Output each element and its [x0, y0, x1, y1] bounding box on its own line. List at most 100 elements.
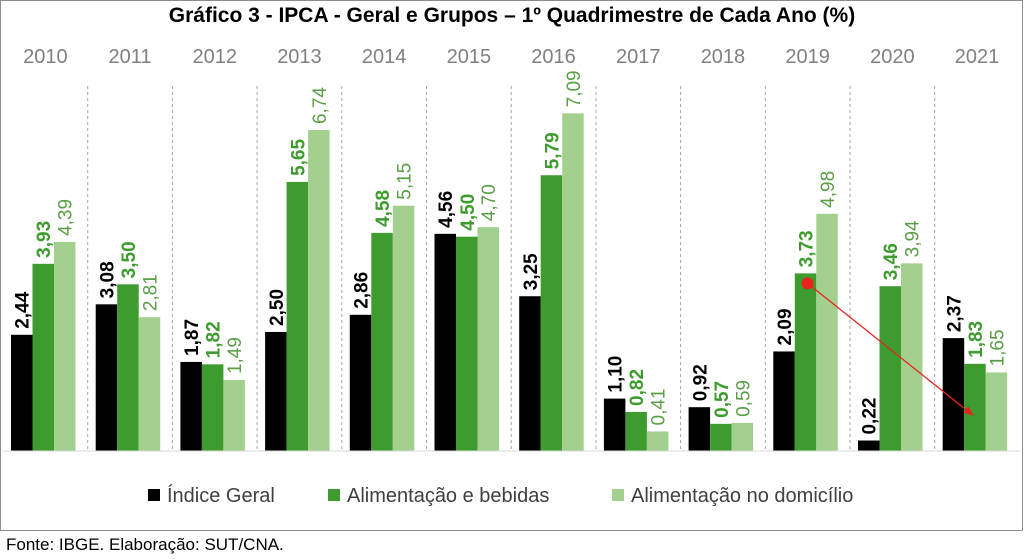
year-label-2015: 2015 — [447, 46, 492, 68]
data-label-2018-s2: 0,59 — [733, 380, 754, 417]
bar-2016-s2 — [562, 113, 584, 452]
year-label-2016: 2016 — [531, 46, 576, 68]
year-dividers — [87, 86, 936, 451]
bar-2017-s2 — [646, 431, 669, 451]
bar-2012-s1 — [201, 364, 224, 451]
bar-2010-s0 — [11, 334, 33, 451]
data-label-2018-s0: 0,92 — [690, 364, 711, 401]
bar-2021-s2 — [985, 372, 1008, 451]
bar-2019-s1 — [794, 273, 817, 451]
data-label-2014-s0: 2,86 — [352, 272, 373, 309]
bar-2016-s0 — [519, 296, 541, 451]
data-label-2015-s2: 4,70 — [479, 184, 500, 221]
data-label-2017-s1: 0,82 — [627, 369, 648, 406]
year-label-2014: 2014 — [362, 46, 407, 68]
bar-2011-s2 — [138, 317, 161, 451]
bar-2014-s2 — [392, 205, 415, 451]
data-label-2016-s2: 7,09 — [564, 70, 585, 107]
arrow-line — [807, 282, 974, 416]
year-labels: 2010 2011 2012 2013 2014 2015 2016 2017 2018 2019… — [23, 46, 999, 68]
bar-2020-s2 — [901, 263, 923, 451]
data-label-2012-s0: 1,87 — [182, 319, 203, 356]
data-label-2020-s1: 3,46 — [881, 243, 902, 280]
data-label-2015-s1: 4,50 — [458, 194, 479, 231]
trend-arrow-annotation — [801, 277, 974, 416]
chart-frame — [0, 0, 1023, 531]
data-label-2019-s0: 2,09 — [775, 308, 796, 345]
data-label-2017-s2: 0,41 — [649, 388, 670, 425]
data-label-2020-s2: 3,94 — [903, 220, 924, 257]
bar-2015-s0 — [434, 233, 456, 451]
bar-2017-s1 — [625, 411, 647, 451]
legend-swatch-2 — [612, 489, 624, 501]
data-label-2018-s1: 0,57 — [712, 381, 733, 418]
bar-2018-s0 — [688, 407, 711, 451]
data-label-2014-s2: 5,15 — [395, 163, 416, 200]
legend: Índice Geral Alimentação e bebidas Aliment… — [148, 484, 853, 507]
data-label-2010-s1: 3,93 — [34, 221, 55, 258]
bar-2011-s0 — [95, 304, 118, 451]
data-label-2014-s1: 4,58 — [373, 190, 394, 227]
data-label-2016-s1: 5,79 — [542, 132, 563, 169]
bar-2021-s1 — [964, 363, 986, 451]
data-label-2010-s0: 2,44 — [13, 291, 34, 328]
legend-label-2: Alimentação no domicílio — [631, 485, 853, 507]
data-label-2013-s0: 2,50 — [267, 289, 288, 326]
data-label-2019-s1: 3,73 — [797, 230, 818, 267]
bars — [11, 113, 1008, 452]
year-label-2018: 2018 — [701, 46, 746, 68]
data-label-2019-s2: 4,98 — [818, 171, 839, 208]
chart-title: Gráfico 3 - IPCA - Geral e Grupos – 1º Q… — [169, 4, 855, 27]
bar-2014-s0 — [349, 314, 372, 451]
data-label-2020-s0: 0,22 — [860, 398, 881, 435]
bar-2016-s1 — [540, 175, 563, 451]
data-label-2021-s2: 1,65 — [987, 329, 1008, 366]
data-label-2012-s1: 1,82 — [204, 321, 225, 358]
bar-2015-s1 — [456, 236, 478, 451]
data-labels: 2,44 3,934,39 3,083,502,81 1,87 1,82 1,49 2,50… — [13, 70, 1009, 434]
bar-2010-s2 — [54, 241, 76, 451]
legend-label-1: Alimentação e bebidas — [347, 485, 549, 507]
bar-2015-s2 — [477, 227, 499, 451]
year-label-2019: 2019 — [785, 46, 830, 68]
bar-2013-s2 — [308, 130, 330, 451]
bar-2019-s2 — [816, 213, 838, 451]
year-label-2011: 2011 — [109, 46, 152, 68]
year-label-2010: 2010 — [23, 46, 68, 68]
data-label-2013-s1: 5,65 — [288, 139, 309, 176]
bar-2011-s1 — [117, 284, 139, 451]
data-label-2010-s2: 4,39 — [56, 199, 77, 236]
bar-2012-s2 — [223, 380, 245, 451]
bar-2019-s0 — [773, 351, 795, 451]
legend-swatch-1 — [328, 489, 340, 501]
data-label-2017-s0: 1,10 — [606, 356, 627, 393]
data-label-2015-s0: 4,56 — [436, 191, 457, 228]
data-label-2021-s1: 1,83 — [966, 321, 987, 358]
year-label-2017: 2017 — [616, 46, 661, 68]
bar-2021-s0 — [942, 338, 965, 451]
data-label-2011-s1: 3,50 — [119, 241, 140, 278]
data-label-2011-s2: 2,81 — [140, 274, 161, 311]
year-label-2013: 2013 — [277, 46, 322, 68]
data-label-2011-s0: 3,08 — [97, 261, 118, 298]
data-label-2012-s2: 1,49 — [225, 337, 246, 374]
year-label-2020: 2020 — [870, 46, 915, 68]
bar-2018-s2 — [731, 422, 754, 451]
source-note: Fonte: IBGE. Elaboração: SUT/CNA. — [6, 535, 284, 554]
year-label-2012: 2012 — [193, 46, 238, 68]
data-label-2021-s0: 2,37 — [944, 295, 965, 332]
legend-swatch-0 — [148, 489, 160, 501]
bar-2017-s0 — [603, 398, 626, 451]
bar-2013-s1 — [286, 181, 309, 451]
bar-2012-s0 — [180, 361, 202, 451]
data-label-2013-s2: 6,74 — [310, 87, 331, 124]
bar-2014-s1 — [371, 232, 393, 451]
year-label-2021: 2021 — [955, 46, 1000, 68]
bar-2020-s1 — [879, 286, 901, 451]
bar-2010-s1 — [32, 263, 54, 451]
bar-2018-s1 — [710, 423, 732, 451]
legend-label-0: Índice Geral — [167, 484, 275, 507]
bar-2020-s0 — [858, 440, 880, 451]
bar-2013-s0 — [265, 331, 287, 451]
